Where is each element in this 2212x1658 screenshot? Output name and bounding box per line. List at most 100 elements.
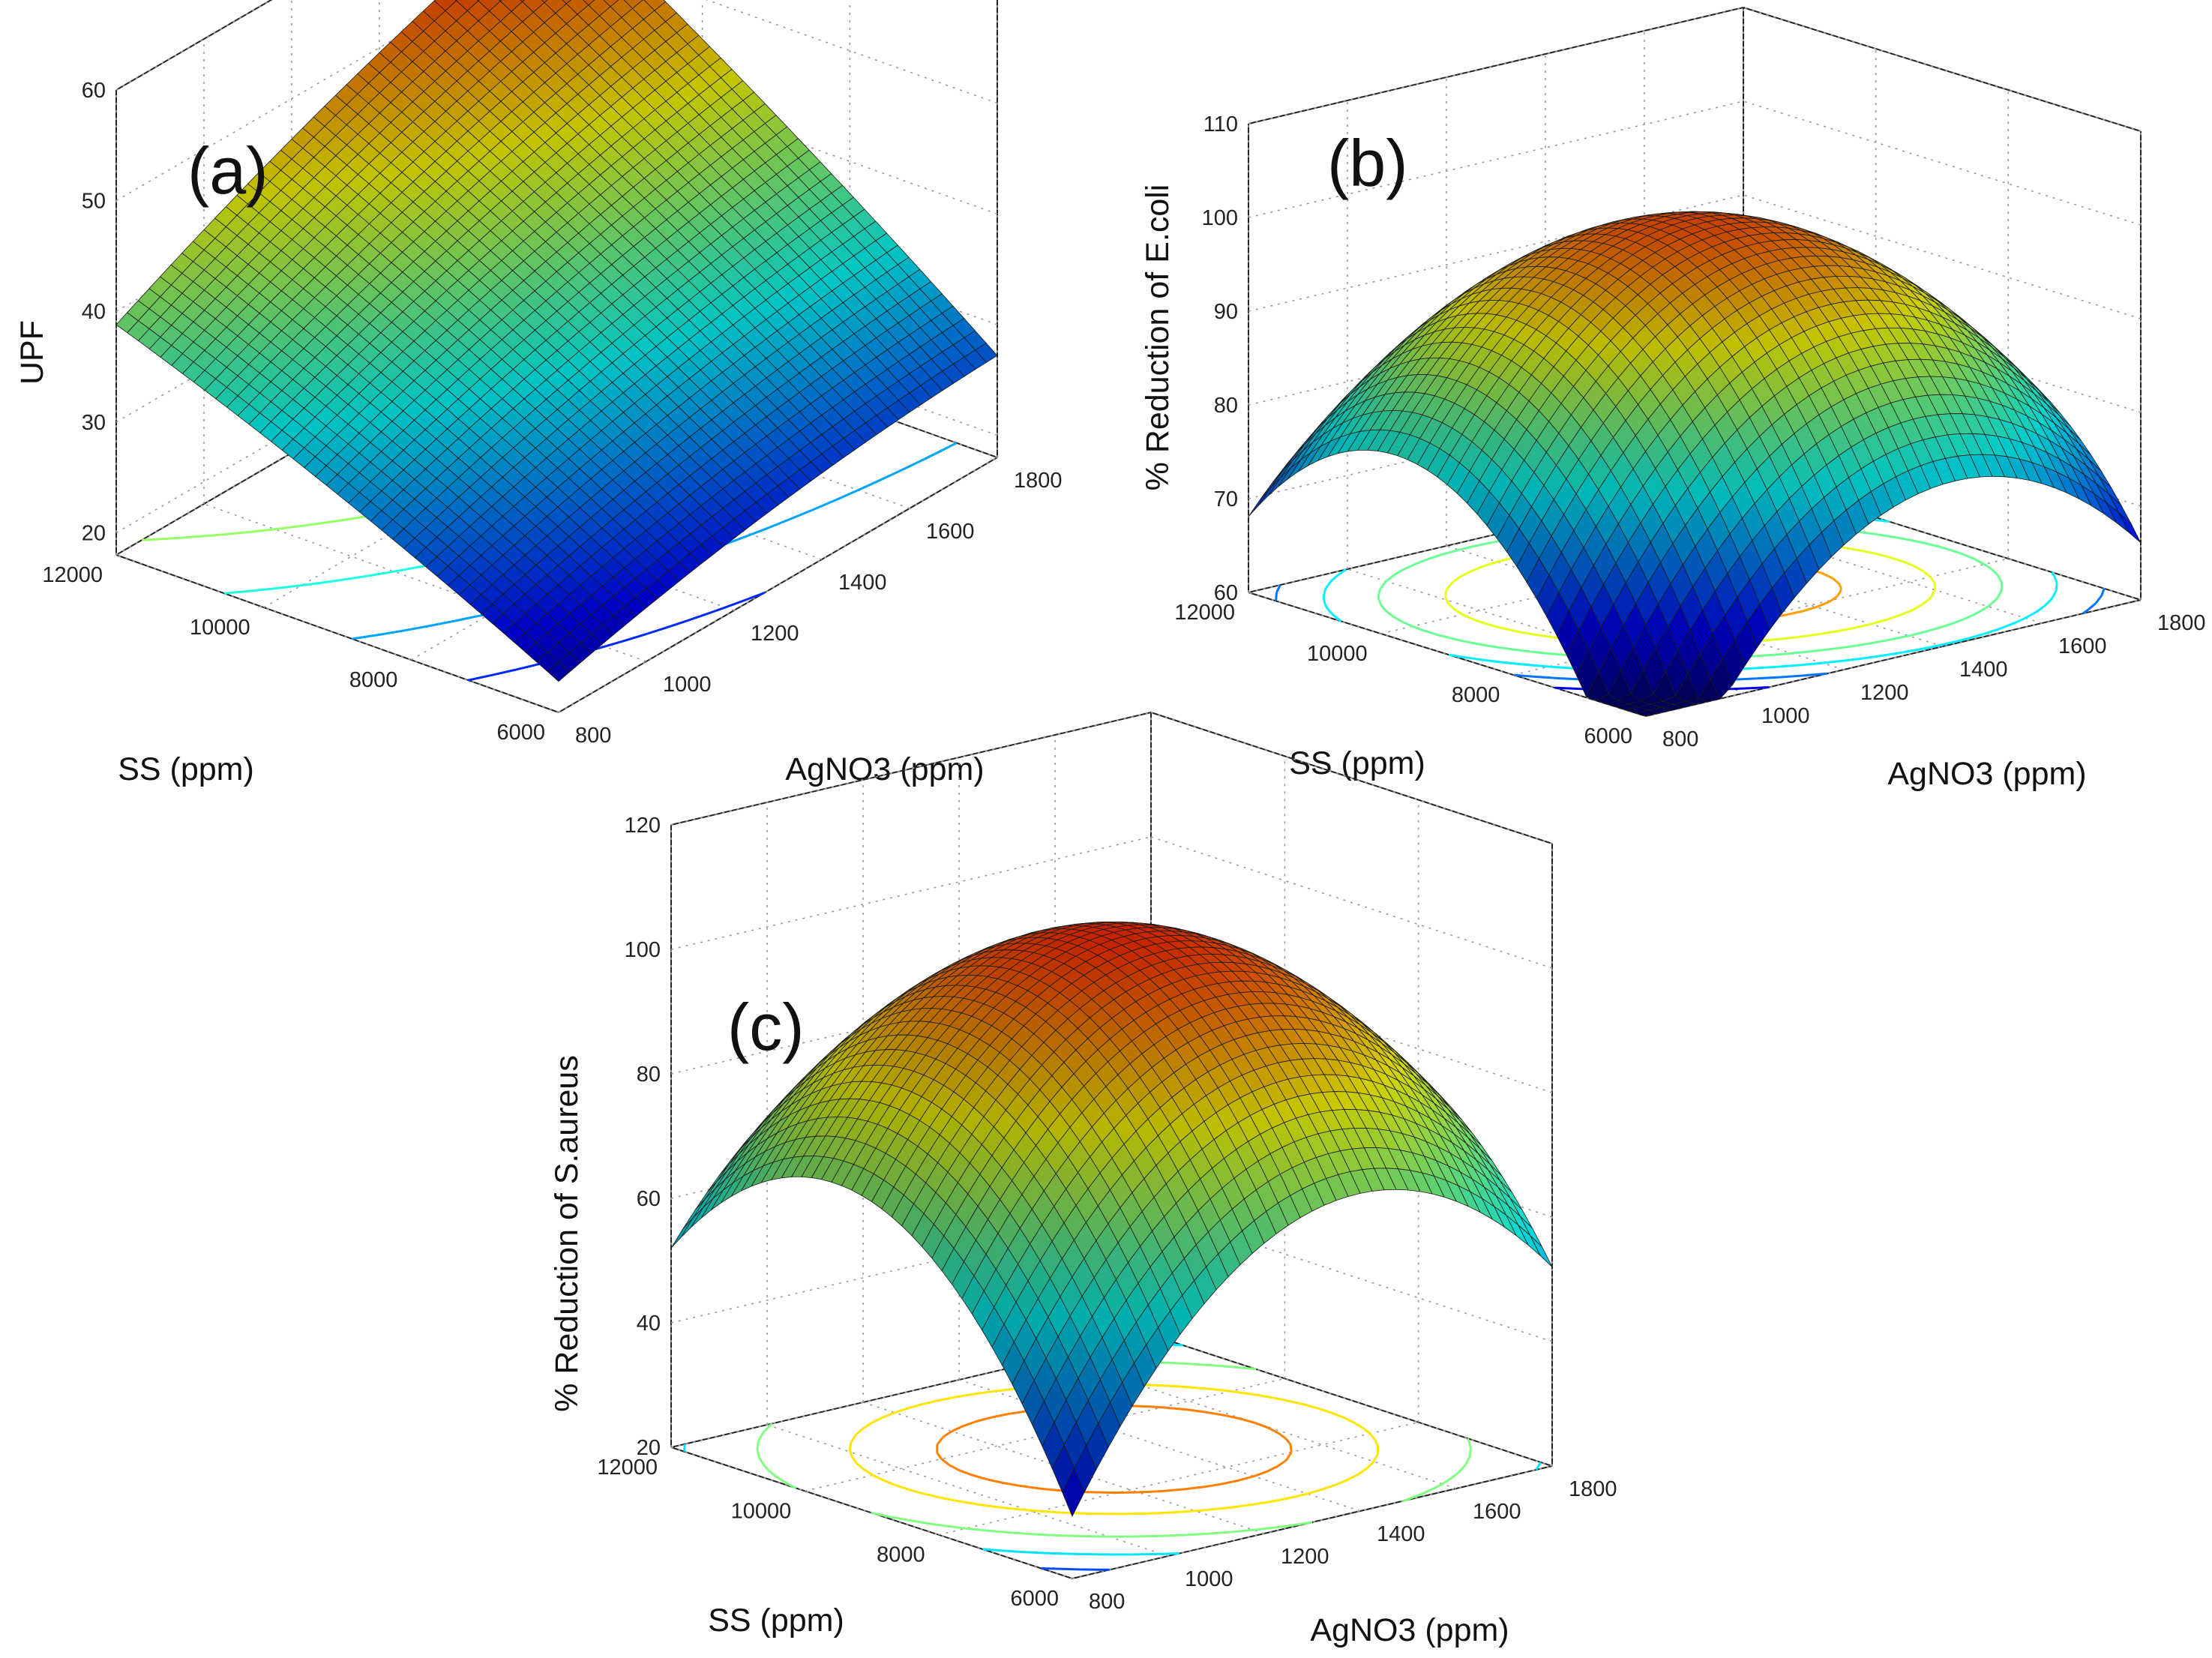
z-tick-label: 50	[82, 190, 106, 214]
z-tick-label: 70	[1214, 487, 1238, 511]
contour-plot	[683, 1342, 1542, 1571]
surface-plot-a: 20 30 40 50 60 800 1000 1200 1400 1600 1800 6000 800…	[14, 0, 1063, 787]
z-gridline	[1743, 7, 2142, 132]
y-gridline	[938, 1421, 1419, 1536]
y-gridline	[1248, 475, 1744, 593]
z-gridline	[1248, 100, 1744, 218]
y-axis-label: SS (ppm)	[118, 751, 254, 787]
x-axis-label: AgNO3 (ppm)	[785, 751, 984, 787]
x-tick-label: 1000	[1185, 1567, 1233, 1591]
y-tick-label: 10000	[190, 616, 250, 640]
y-tick-label: 12000	[1174, 601, 1235, 625]
x-tick-label: 1800	[1014, 469, 1063, 493]
z-tick-label: 20	[82, 521, 106, 545]
z-tick-label: 90	[1214, 300, 1238, 324]
z-tick-label: 80	[637, 1063, 661, 1087]
z-tick-label: 110	[1203, 112, 1238, 136]
surface-plot-c: 2040608010012080010001200140016001800600…	[549, 712, 1617, 1648]
surface-patch	[1248, 487, 1272, 517]
contour-line	[849, 1383, 1380, 1516]
z-tick-label: 60	[82, 79, 106, 103]
y-tick-label: 6000	[1584, 724, 1632, 748]
surface-patch	[1635, 709, 1660, 717]
z-gridline	[1150, 836, 1553, 969]
x-tick-label: 1800	[2157, 611, 2206, 635]
surface-patch	[670, 1217, 694, 1249]
x-tick-label: 1400	[1959, 658, 2008, 682]
z-gridline	[115, 0, 463, 202]
surface-patch	[681, 1207, 704, 1238]
x-gridline	[1446, 545, 1845, 670]
x-tick-label: 800	[1089, 1590, 1125, 1614]
z-axis-label: % Reduction of E.coli	[1140, 184, 1176, 491]
surface-plot-b: 60 70 80 90 100 110 800 1000 1200 1400 1600 1800 600…	[1140, 7, 2206, 792]
contour-line	[1041, 1567, 1110, 1571]
contour-line	[756, 1360, 1472, 1538]
panel-label: (a)	[187, 133, 268, 208]
surface-patch	[520, 0, 525, 2]
y-axis-label: SS (ppm)	[1289, 745, 1425, 781]
z-gridline	[1743, 194, 2142, 319]
x-tick-label: 1000	[663, 673, 712, 697]
surface	[1248, 211, 2142, 717]
z-tick-label: 40	[637, 1312, 661, 1336]
x-axis-label: AgNO3 (ppm)	[1887, 756, 2086, 792]
y-gridline	[115, 299, 556, 556]
z-tick-label: 40	[82, 300, 106, 324]
z-gridline	[1150, 1210, 1553, 1342]
surface-patch	[1257, 477, 1281, 506]
x-tick-label: 1400	[838, 571, 887, 595]
z-tick-label: 60	[637, 1187, 661, 1211]
surface-patch	[1530, 1235, 1553, 1267]
z-tick-label: 80	[1214, 394, 1238, 418]
y-tick-label: 10000	[1307, 642, 1368, 666]
z-tick-label: 30	[82, 411, 106, 435]
x-gridline	[958, 1379, 1361, 1512]
surface	[115, 0, 998, 682]
x-gridline	[766, 1424, 1169, 1557]
z-tick-label: 120	[625, 814, 661, 838]
x-tick-label: 1600	[2058, 634, 2107, 658]
z-tick-label: 60	[1214, 581, 1238, 605]
surface-patch	[583, 0, 595, 6]
z-axis-label: UPF	[14, 320, 50, 385]
z-tick-label: 100	[1202, 206, 1238, 230]
y-tick-label: 12000	[42, 563, 103, 587]
surface	[670, 921, 1553, 1517]
z-tick-label: 100	[625, 938, 661, 962]
y-gridline	[558, 457, 998, 713]
z-gridline	[115, 166, 556, 423]
x-gridline	[1150, 1334, 1553, 1467]
x-tick-label: 800	[575, 724, 611, 748]
x-tick-label: 1200	[1860, 681, 1909, 705]
surface-patch	[547, 661, 571, 682]
x-tick-label: 1200	[1281, 1545, 1329, 1569]
z-gridline	[1248, 382, 1744, 499]
y-tick-label: 8000	[1452, 683, 1500, 707]
surface-patch	[2118, 511, 2142, 544]
x-tick-label: 1600	[926, 520, 975, 544]
x-gridline	[1248, 592, 1647, 717]
x-gridline	[203, 503, 647, 662]
x-tick-label: 1200	[751, 622, 799, 646]
tick-labels: 60 70 80 90 100 110 800 1000 1200 1400 1600 1800 600…	[1174, 112, 2205, 751]
z-gridline	[115, 277, 556, 534]
tick-labels: 20 30 40 50 60 800 1000 1200 1400 1600 1800 6000 800…	[42, 79, 1062, 748]
x-tick-label: 800	[1662, 727, 1698, 751]
z-gridline	[1248, 7, 1744, 124]
y-tick-label: 8000	[349, 668, 398, 692]
y-gridline	[410, 404, 850, 661]
z-gridline	[1248, 194, 1744, 312]
y-gridline	[263, 352, 703, 608]
z-gridline	[1150, 712, 1553, 844]
y-tick-label: 6000	[496, 721, 545, 745]
z-gridline	[1743, 100, 2142, 226]
panel-label: (b)	[1327, 126, 1408, 200]
surface-patch	[562, 0, 571, 4]
axis-edge	[670, 712, 1152, 826]
x-tick-label: 1000	[1761, 704, 1810, 728]
z-gridline	[115, 0, 273, 91]
z-gridline	[1248, 288, 1744, 406]
y-gridline	[1645, 599, 2142, 717]
x-gridline	[115, 554, 559, 713]
